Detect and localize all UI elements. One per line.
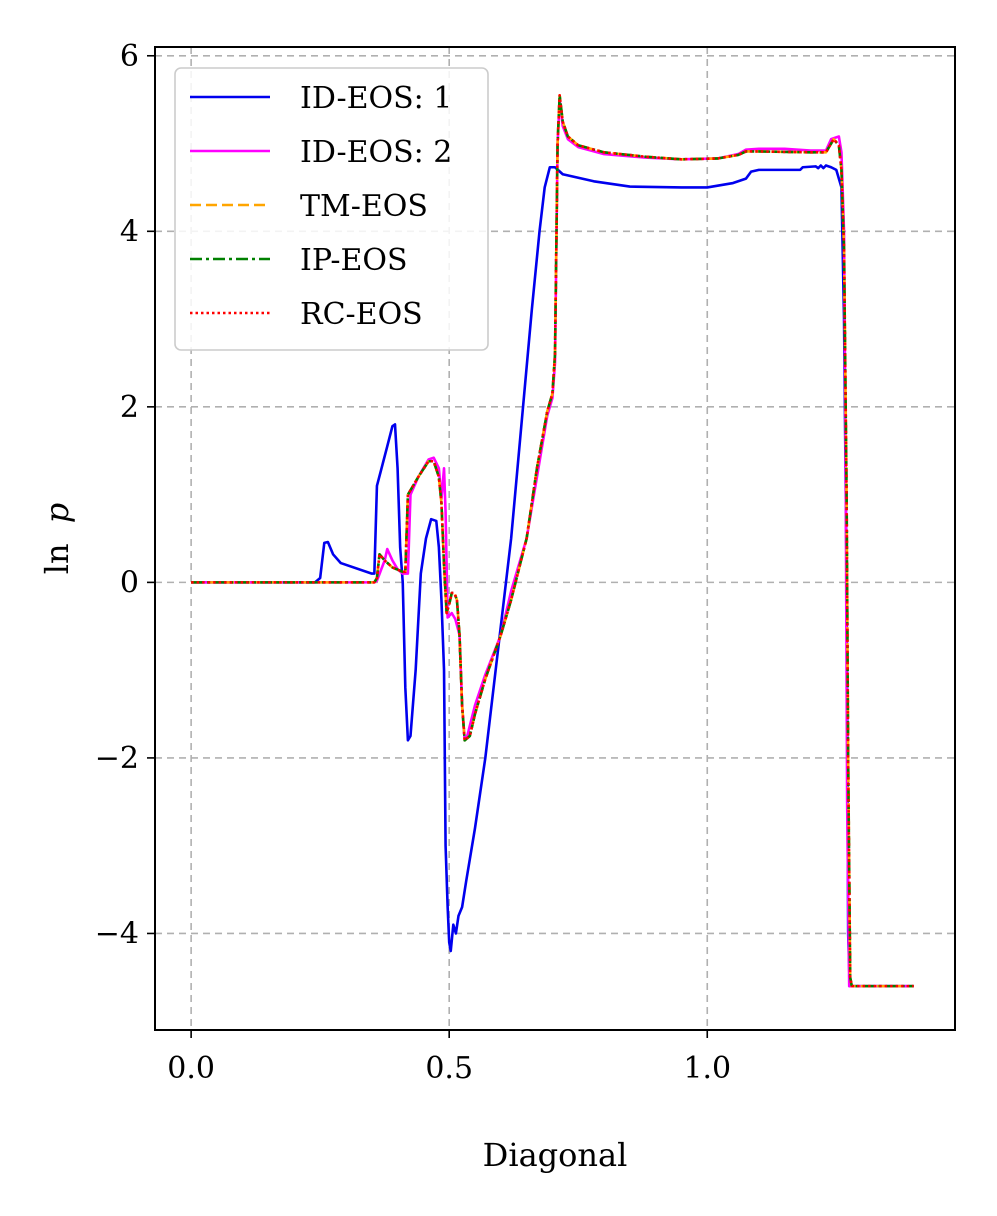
y-tick-label: 0 [120,565,139,600]
legend-label: RC-EOS [300,297,423,332]
y-tick-label: −2 [95,741,139,776]
legend: ID-EOS: 1 ID-EOS: 2 TM-EOS IP-EOS RC-EOS [174,67,489,351]
series-lines [191,93,914,988]
legend-label: TM-EOS [300,189,428,224]
legend-label: ID-EOS: 2 [300,135,452,170]
plot-frame [154,46,956,1031]
legend-label: IP-EOS [300,243,408,278]
y-tick-label: −4 [95,916,139,951]
y-tick-label: 2 [120,390,139,425]
y-axis-label: ln p [38,503,76,575]
x-tick-label: 0.0 [167,1051,215,1086]
legend-label: ID-EOS: 1 [300,81,452,116]
x-tick-label: 0.5 [425,1051,473,1086]
series-line-id-eos-1 [191,164,914,988]
series-line-rc-eos [191,93,914,988]
y-axis-label-var: p [38,503,76,523]
axis-ticks [147,54,709,1038]
x-axis-label: Diagonal [483,1136,628,1174]
y-axis-label-fn: ln [38,543,76,574]
y-tick-label: 4 [120,214,139,249]
series-line-ip-eos [191,93,914,988]
tick-labels: 0.0 0.5 1.0 −4 −2 0 2 4 6 [95,39,731,1086]
y-tick-label: 6 [120,39,139,74]
x-tick-label: 1.0 [683,1051,731,1086]
legend-box [174,67,489,351]
